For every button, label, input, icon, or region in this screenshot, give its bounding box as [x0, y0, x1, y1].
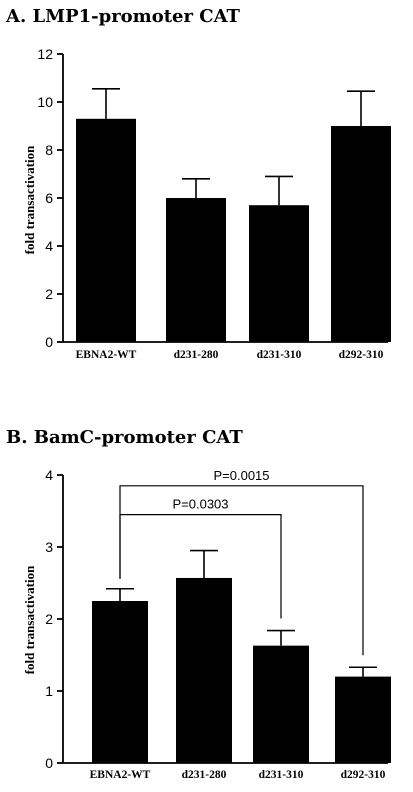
panel-a-ytick-label: 8: [45, 142, 53, 158]
panel-b-category-label: EBNA2-WT: [90, 769, 151, 781]
panel-a-ylabel: fold transactivation: [22, 145, 37, 254]
panel-b-ytick-label: 1: [45, 683, 53, 699]
panel-b-bars: EBNA2-WT d231-280 d231-310 d292-310: [90, 549, 391, 781]
panel-b-category-label: d231-280: [182, 769, 227, 781]
panel-a-ytick-label: 6: [45, 190, 53, 206]
panel-a-ytick-label: 12: [37, 46, 53, 62]
panel-a-bar: [76, 118, 136, 342]
panel-a-category-label: d292-310: [339, 349, 384, 361]
panel-a-category-label: d231-310: [257, 349, 302, 361]
panel-a-ytick-label: 0: [45, 334, 53, 350]
panel-b-ytick-label: 3: [45, 539, 53, 555]
panel-b-title: B. BamC-promoter CAT: [6, 427, 243, 448]
significance-bracket: [119, 485, 364, 656]
panel-a: A. LMP1-promoter CAT fold transactivatio…: [5, 6, 391, 361]
panel-b-annotations: P=0.0303 P=0.0015: [119, 468, 364, 656]
panel-a-bars: EBNA2-WT d231-280 d231-310 d292-310: [76, 88, 391, 361]
panel-b-bar: [253, 645, 309, 763]
panel-b-ylabel: fold transactivation: [22, 565, 37, 674]
panel-b-ytick-label: 0: [45, 755, 53, 771]
panel-b-bar: [92, 601, 148, 763]
panel-a-ytick-label: 4: [45, 238, 53, 254]
panel-b-category-label: d292-310: [341, 769, 386, 781]
panel-a-ytick-label: 2: [45, 286, 53, 302]
p-value-label: P=0.0303: [172, 497, 228, 512]
panel-a-category-label: EBNA2-WT: [76, 349, 137, 361]
panel-a-ytick-label: 10: [37, 94, 53, 110]
panel-b-category-label: d231-310: [259, 769, 304, 781]
panel-b: B. BamC-promoter CAT fold transactivatio…: [6, 427, 391, 781]
panel-b-bar: [335, 676, 391, 763]
panel-b-ytick-label: 2: [45, 611, 53, 627]
panel-a-bar: [166, 198, 226, 342]
p-value-label: P=0.0015: [213, 468, 269, 483]
panel-a-bar: [331, 126, 391, 342]
panel-a-category-label: d231-280: [174, 349, 219, 361]
panel-b-bar: [176, 577, 232, 763]
panel-b-ytick-label: 4: [45, 467, 53, 483]
panel-a-bar: [249, 205, 309, 342]
panel-a-title: A. LMP1-promoter CAT: [5, 6, 241, 27]
